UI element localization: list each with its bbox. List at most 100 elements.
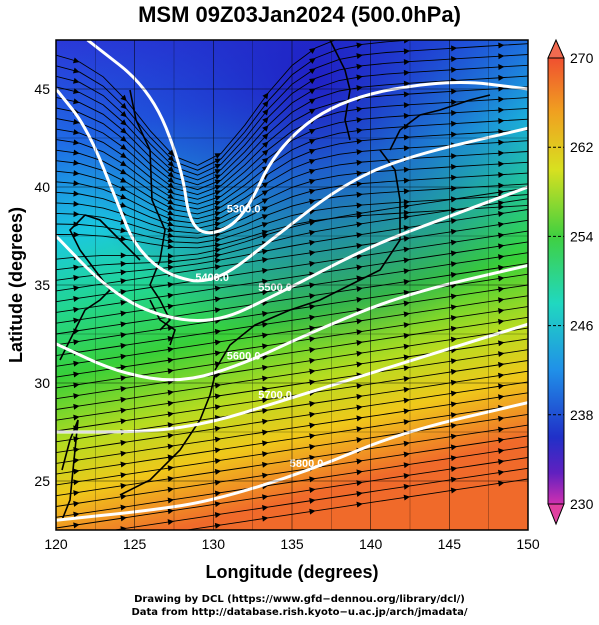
colorbar-high-arrow bbox=[547, 38, 565, 59]
streamline-arrow bbox=[403, 177, 410, 184]
y-tick-label: 35 bbox=[34, 277, 50, 293]
streamline-arrow bbox=[120, 299, 127, 306]
streamline-arrow bbox=[403, 48, 410, 55]
streamline-arrow bbox=[308, 58, 316, 64]
contour-label: 5500.0 bbox=[258, 282, 292, 294]
streamline-arrow bbox=[356, 490, 363, 497]
streamline-arrow bbox=[308, 139, 316, 145]
streamline-arrow bbox=[73, 339, 80, 346]
contour-line bbox=[56, 401, 528, 522]
streamline-arrow bbox=[262, 397, 269, 404]
streamline-arrow bbox=[498, 437, 505, 444]
streamline-arrow bbox=[450, 412, 458, 419]
colorbar-body bbox=[547, 57, 565, 505]
streamline-arrow bbox=[167, 160, 174, 167]
streamline-arrow bbox=[120, 289, 127, 295]
streamline-arrow bbox=[120, 375, 127, 382]
streamline-arrow bbox=[498, 96, 505, 103]
streamline-arrow bbox=[498, 458, 505, 465]
streamline-arrow bbox=[214, 163, 222, 170]
streamline-arrow bbox=[167, 486, 174, 493]
streamline-arrow bbox=[167, 476, 174, 482]
streamline-arrow bbox=[120, 252, 127, 259]
streamline-arrow bbox=[356, 296, 363, 303]
streamline-arrow bbox=[262, 92, 269, 100]
streamline-arrow bbox=[498, 189, 505, 196]
streamline-arrow bbox=[451, 66, 458, 73]
streamline-arrow bbox=[73, 139, 80, 146]
streamline-arrow bbox=[356, 42, 363, 49]
streamline-arrow bbox=[120, 396, 127, 403]
streamline-arrow bbox=[167, 389, 174, 396]
streamline-arrow bbox=[309, 336, 316, 343]
streamline-arrow bbox=[308, 68, 316, 75]
streamline-arrow bbox=[356, 350, 363, 357]
streamline-arrow bbox=[309, 433, 316, 440]
streamline-arrow bbox=[120, 364, 127, 371]
streamline-arrow bbox=[356, 138, 363, 145]
streamline-arrow bbox=[356, 63, 363, 70]
streamline-arrow bbox=[498, 264, 505, 271]
streamline-arrow bbox=[120, 119, 127, 126]
streamline-arrow bbox=[214, 285, 222, 292]
streamline-arrow bbox=[403, 462, 410, 469]
streamline-arrow bbox=[356, 242, 363, 249]
streamline-arrow bbox=[73, 543, 80, 550]
streamline-arrow bbox=[403, 376, 410, 382]
streamline-arrow bbox=[309, 411, 316, 418]
streamline-arrow bbox=[309, 347, 316, 353]
streamline-arrow bbox=[450, 315, 458, 321]
colorbar-ticks: 270 262 254 246 238 230 bbox=[548, 50, 594, 512]
streamline-arrow bbox=[451, 109, 458, 116]
streamline-arrow bbox=[167, 508, 174, 515]
streamline-arrow bbox=[214, 195, 222, 201]
streamline-arrow bbox=[214, 205, 222, 212]
streamline-arrow bbox=[403, 134, 410, 141]
streamline-arrow bbox=[450, 228, 458, 235]
streamline-arrow bbox=[120, 235, 127, 242]
streamline-arrow bbox=[167, 346, 174, 353]
streamline-arrow bbox=[73, 67, 80, 74]
streamline-arrow bbox=[73, 306, 80, 313]
streamline-arrow bbox=[403, 145, 410, 152]
streamline-arrow bbox=[262, 451, 269, 458]
streamline-arrow bbox=[308, 129, 316, 135]
streamline-arrow bbox=[451, 207, 458, 214]
x-tick-label: 130 bbox=[202, 536, 226, 552]
streamline-arrow bbox=[167, 193, 174, 199]
streamline-arrow bbox=[403, 289, 410, 296]
streamline-arrow bbox=[309, 422, 316, 429]
credits: Drawing by DCL (https://www.gfd−dennou.o… bbox=[0, 593, 599, 619]
streamline-arrow bbox=[498, 372, 505, 379]
streamline-arrow bbox=[356, 74, 363, 81]
streamline-arrow bbox=[262, 257, 269, 263]
streamline-arrow bbox=[498, 243, 505, 250]
streamline-arrow bbox=[214, 158, 222, 165]
streamline-arrow bbox=[262, 375, 269, 382]
streamline-arrow bbox=[167, 155, 174, 162]
x-tick-label: 120 bbox=[44, 536, 68, 552]
streamline-arrow bbox=[356, 275, 363, 282]
streamline-arrow bbox=[498, 64, 505, 71]
y-axis-label: Latitude (degrees) bbox=[6, 207, 26, 363]
streamline-arrow bbox=[167, 198, 174, 205]
streamline-arrow bbox=[214, 296, 222, 303]
streamline-arrow bbox=[120, 493, 127, 500]
streamline-arrow bbox=[167, 264, 174, 271]
streamline-arrow bbox=[356, 404, 363, 411]
streamline-arrow bbox=[167, 220, 174, 227]
credit-drawing: Drawing by DCL (https://www.gfd−dennou.o… bbox=[134, 594, 465, 605]
streamline-arrow bbox=[403, 91, 410, 98]
streamline-arrow bbox=[403, 473, 410, 479]
streamline-arrow bbox=[498, 275, 505, 282]
streamline-arrow bbox=[120, 269, 127, 276]
streamline-arrow bbox=[167, 303, 174, 310]
credit-data: Data from http://database.rish.kyoto−u.a… bbox=[131, 607, 468, 618]
streamline-arrow bbox=[167, 454, 174, 461]
streamline-arrow bbox=[356, 458, 363, 465]
streamline-arrow bbox=[450, 271, 458, 278]
streamline-arrow bbox=[214, 189, 222, 196]
coastline-korea bbox=[149, 299, 176, 346]
streamline-arrow bbox=[498, 53, 505, 60]
streamline-arrow bbox=[356, 286, 363, 292]
